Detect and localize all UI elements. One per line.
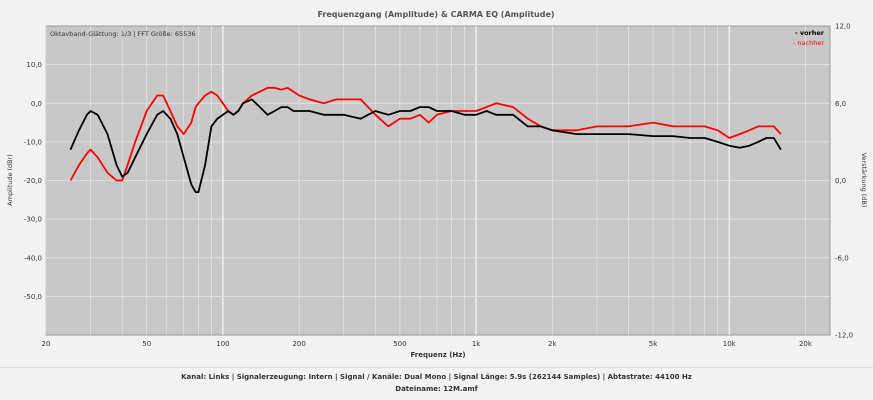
chart-subtitle: Oktavband-Glättung: 1/3 | FFT Größe: 655… <box>50 30 196 38</box>
grid-lines <box>45 26 830 335</box>
x-tick-label: 2k <box>548 340 557 348</box>
y-tick-label: -40,0 <box>24 254 42 262</box>
footer-info: Kanal: Links | Signalerzeugung: Intern |… <box>181 373 692 381</box>
y-right-tick-label: 6,0 <box>835 100 846 108</box>
x-tick-label: 20k <box>799 340 813 348</box>
legend-entry-nachher: - nachher <box>793 39 824 47</box>
x-tick-label: 5k <box>649 340 658 348</box>
y-tick-label: 10,0 <box>26 61 42 69</box>
series-lines <box>69 86 782 194</box>
legend: - vorher - nachher <box>793 29 825 47</box>
y-right-tick-label: -12,0 <box>835 332 853 340</box>
y-axis-right-label: Verstärkung (dB) <box>860 153 868 208</box>
x-tick-label: 10k <box>723 340 737 348</box>
y-tick-label: -50,0 <box>24 293 42 301</box>
y-tick-label: -10,0 <box>24 138 42 146</box>
y-axis-label: Amplitude (dBr) <box>6 154 14 206</box>
chart-title: Frequenzgang (Amplitude) & CARMA EQ (Amp… <box>317 10 554 19</box>
x-tick-label: 200 <box>292 340 305 348</box>
x-tick-label: 1k <box>472 340 481 348</box>
x-tick-label: 100 <box>216 340 229 348</box>
series-line-vorher <box>69 98 782 194</box>
footer-filename: Dateiname: 12M.amf <box>395 385 478 393</box>
y-right-tick-label: 12,0 <box>835 23 851 31</box>
x-tick-label: 50 <box>142 340 151 348</box>
y-right-tick-label: -6,0 <box>835 254 849 262</box>
x-axis-label: Frequenz (Hz) <box>410 351 465 359</box>
frequency-response-chart: Frequenzgang (Amplitude) & CARMA EQ (Amp… <box>6 10 868 359</box>
y-tick-label: -30,0 <box>24 216 42 224</box>
footer-divider <box>0 367 873 368</box>
x-tick-label: 500 <box>393 340 406 348</box>
x-tick-label: 20 <box>42 340 51 348</box>
y-right-tick-label: 0,0 <box>835 177 846 185</box>
y-tick-label: 0,0 <box>31 100 42 108</box>
y-tick-label: -20,0 <box>24 177 42 185</box>
series-line-nachher <box>69 86 782 182</box>
legend-entry-vorher: - vorher <box>795 29 825 37</box>
axis-ticks: 20 50 100 200 500 1k 2k 5k 10k 20k 10,0 0,0 -10,0 -20… <box>24 23 853 349</box>
